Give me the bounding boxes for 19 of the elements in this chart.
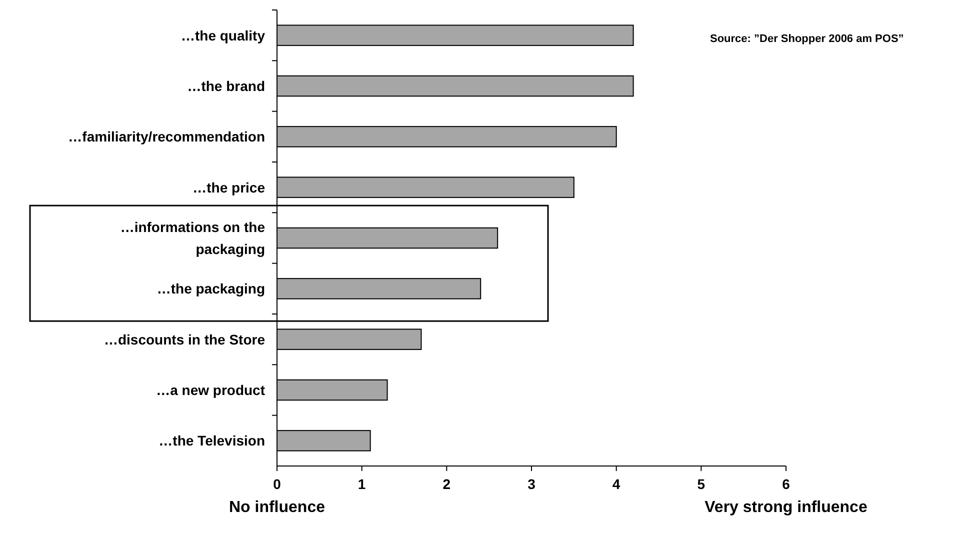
text: Very strong influence — [704, 499, 868, 516]
y-tick-label: …the quality — [180, 27, 266, 44]
annotation: Source: ”Der Shopper 2006 am POS” — [710, 33, 904, 45]
x-tick-label: 5 — [697, 476, 706, 492]
x-tick-label: 3 — [528, 476, 536, 492]
x-tick-label: 6 — [782, 476, 790, 492]
y-tick-label: …a new product — [156, 382, 266, 398]
y-tick-label: …familiarity/recommendation — [68, 128, 265, 145]
y-tick-label: …the price — [192, 179, 266, 196]
x-tick-label: 2 — [442, 476, 451, 492]
y-tick-label: …the packaging — [156, 280, 265, 297]
text: No influence — [228, 499, 326, 516]
y-tick-label: …the brand — [187, 78, 265, 94]
y-tick-label: …the Television — [158, 432, 265, 449]
y-tick-label: …discounts in the Store — [104, 331, 266, 348]
x-tick-label: 1 — [358, 476, 366, 492]
x-tick-label: 4 — [612, 476, 620, 492]
y-tick-label: …informations on the packaging — [120, 219, 266, 257]
x-tick-label: 0 — [273, 476, 282, 492]
